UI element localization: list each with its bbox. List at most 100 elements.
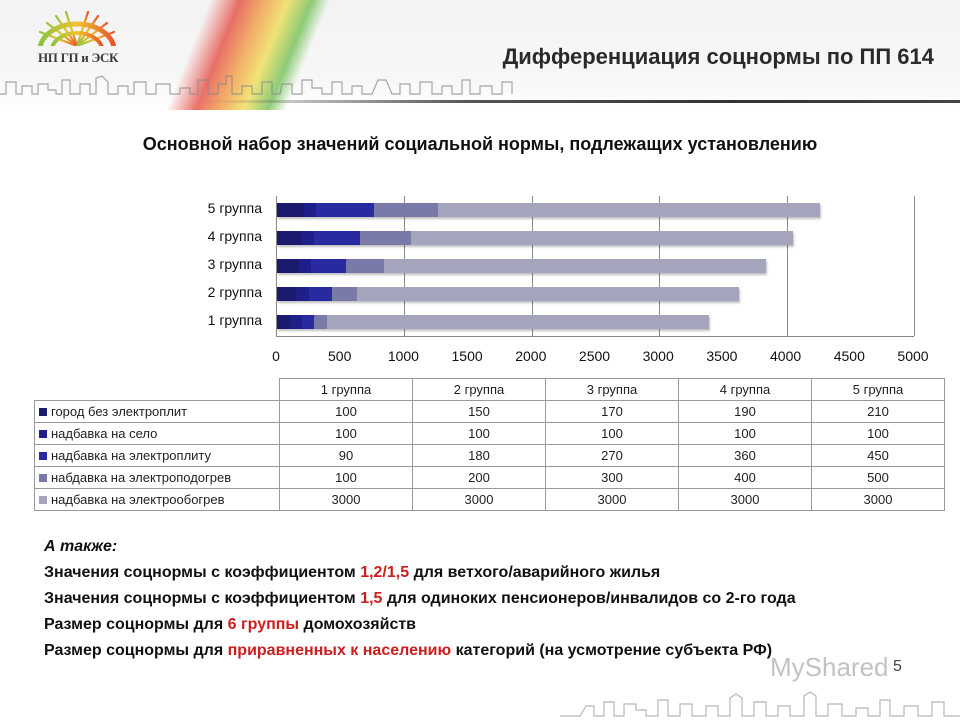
note-line-3: Размер соцнормы для 6 группы домохозяйст…: [44, 612, 924, 638]
table-cell: 180: [412, 444, 546, 467]
note-line-2: Значения соцнормы с коэффициентом 1,5 дл…: [44, 586, 924, 612]
legend-key-icon: [39, 474, 47, 482]
table-cell: 3000: [279, 488, 413, 511]
note-text: Размер соцнормы для: [44, 616, 228, 633]
category-label: 1 группа: [207, 312, 262, 328]
table-row: надбавка на электроплиту 90 180 270 360 450: [34, 444, 945, 467]
note-line-4: Размер соцнормы для приравненных к насел…: [44, 638, 924, 664]
note-highlight: 1,2/1,5: [360, 564, 410, 581]
table-cell: 100: [811, 422, 945, 445]
table-cell: 150: [412, 400, 546, 423]
note-text: для одиноких пенсионеров/инвалидов со 2-…: [382, 590, 796, 607]
table-cell: 100: [279, 466, 413, 489]
row-label: надбавка на электрообогрев: [34, 488, 280, 511]
bar-segment: [326, 315, 709, 329]
x-tick-label: 3000: [642, 348, 674, 364]
bar-segment: [313, 315, 327, 329]
bar-2: [277, 287, 740, 301]
bar-segment: [277, 259, 299, 273]
column-header: 1 группа: [279, 378, 413, 401]
table-corner: [34, 378, 280, 401]
x-tick-label: 5000: [897, 348, 929, 364]
legend-key-icon: [39, 408, 47, 416]
row-label: надбавка на электроплиту: [34, 444, 280, 467]
bar-segment: [373, 203, 438, 217]
x-tick-label: 2500: [578, 348, 611, 364]
bar-segment: [316, 203, 374, 217]
table-cell: 3000: [412, 488, 546, 511]
table-row: надбавка на село 100 100 100 100 100: [34, 422, 945, 445]
row-label: надбавка на село: [34, 422, 280, 445]
page-number: 5: [893, 658, 902, 675]
bar-segment: [308, 287, 332, 301]
note-text: домохозяйств: [299, 616, 417, 633]
bar-chart-plot-area: [276, 196, 915, 337]
row-label: набдавка на электроподогрев: [34, 466, 280, 489]
x-tick-label: 4000: [770, 348, 802, 364]
x-tick-label: 2000: [515, 348, 547, 364]
table-cell: 270: [545, 444, 679, 467]
table-cell: 100: [678, 422, 812, 445]
table-cell: 100: [545, 422, 679, 445]
bar-segment: [301, 231, 314, 245]
gridline: [914, 196, 915, 336]
bar-segment: [298, 259, 312, 273]
table-cell: 3000: [811, 488, 945, 511]
table-row: город без электроплит 100 150 170 190 210: [34, 400, 945, 423]
city-skyline-decoration: [0, 75, 513, 95]
x-tick-label: 4500: [833, 348, 865, 364]
note-highlight: приравненных к населению: [227, 642, 452, 659]
table-cell: 100: [279, 422, 413, 445]
bar-segment: [303, 203, 317, 217]
x-tick-label: 1500: [451, 348, 483, 364]
bar-segment: [277, 315, 290, 329]
note-text: для ветхого/аварийного жилья: [409, 564, 661, 581]
note-highlight: 1,5: [360, 590, 383, 607]
bar-segment: [331, 287, 358, 301]
table-cell: 300: [545, 466, 679, 489]
bar-segment: [277, 203, 304, 217]
bar-segment: [359, 231, 411, 245]
table-cell: 450: [811, 444, 945, 467]
legend-key-icon: [39, 452, 47, 460]
bar-segment: [313, 231, 360, 245]
column-header: 4 группа: [678, 378, 812, 401]
bar-4: [277, 231, 793, 245]
note-line-1: Значения соцнормы с коэффициентом 1,2/1,…: [44, 560, 924, 586]
table-cell: 500: [811, 466, 945, 489]
category-label: 2 группа: [207, 284, 262, 300]
bar-1: [277, 315, 709, 329]
category-label: 3 группа: [207, 256, 262, 272]
header-divider: [200, 100, 960, 103]
column-header: 5 группа: [811, 378, 945, 401]
bar-3: [277, 259, 767, 273]
bar-segment: [302, 315, 314, 329]
legend-key-icon: [39, 496, 47, 504]
logo-text: НП ГП и ЭСК: [38, 50, 119, 65]
row-label: город без электроплит: [34, 400, 280, 423]
bar-5: [277, 203, 820, 217]
legend-key-icon: [39, 430, 47, 438]
x-tick-label: 3500: [706, 348, 738, 364]
data-table: 1 группа 2 группа 3 группа 4 группа 5 группа…: [34, 378, 945, 511]
column-header: 3 группа: [545, 378, 679, 401]
x-tick-label: 500: [328, 348, 352, 364]
table-cell: 170: [545, 400, 679, 423]
page-title: Дифференциация соцнормы по ПП 614: [502, 44, 934, 69]
gridline: [786, 196, 788, 336]
note-text: Значения соцнормы с коэффициентом: [44, 590, 361, 607]
column-header: 2 группа: [412, 378, 546, 401]
note-text: Размер соцнормы для: [44, 642, 228, 659]
table-cell: 400: [678, 466, 812, 489]
table-row: надбавка на электрообогрев 3000 3000 3000 30…: [34, 488, 945, 511]
bar-segment: [289, 315, 303, 329]
table-cell: 210: [811, 400, 945, 423]
x-tick-label: 0: [272, 348, 280, 364]
table-cell: 100: [412, 422, 546, 445]
bar-segment: [311, 259, 346, 273]
notes-heading: А также:: [44, 538, 118, 555]
table-cell: 190: [678, 400, 812, 423]
table-cell: 360: [678, 444, 812, 467]
table-row: набдавка на электроподогрев 100 200 300 400 5…: [34, 466, 945, 489]
watermark: MyShared: [770, 652, 889, 682]
